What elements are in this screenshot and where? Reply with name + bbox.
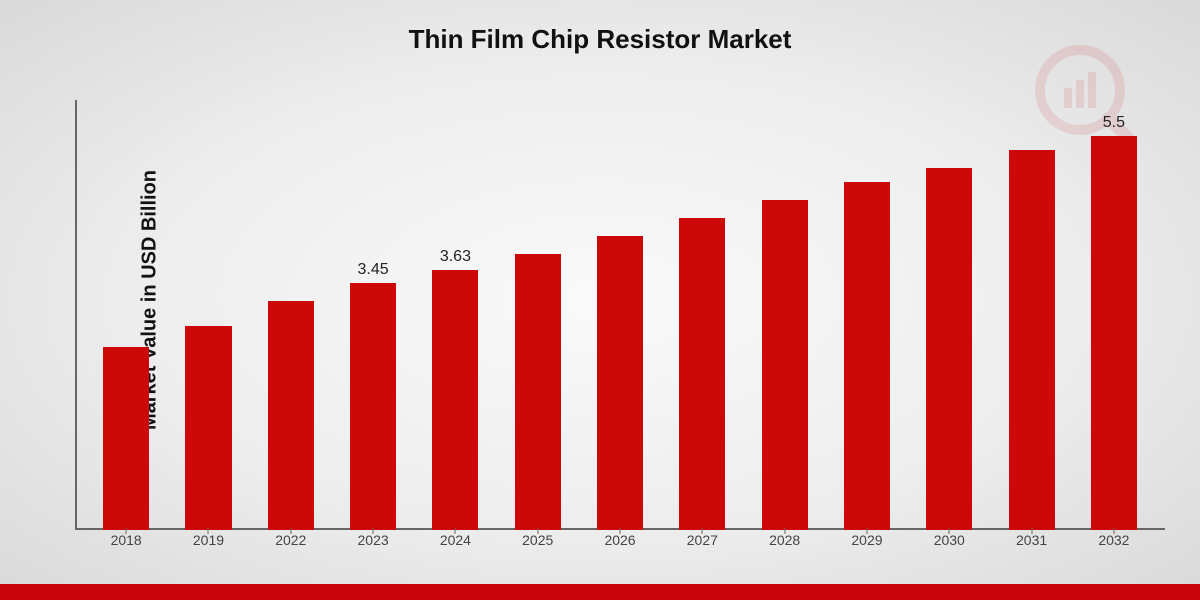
bar bbox=[1009, 150, 1055, 530]
bar-slot bbox=[661, 218, 743, 530]
chart-title: Thin Film Chip Resistor Market bbox=[0, 24, 1200, 55]
x-tick-label: 2026 bbox=[579, 532, 661, 548]
bar-slot bbox=[579, 236, 661, 530]
bar bbox=[762, 200, 808, 530]
bar-value-label: 5.5 bbox=[1103, 114, 1125, 132]
bar: 5.5 bbox=[1091, 136, 1137, 530]
bar: 3.63 bbox=[432, 270, 478, 530]
x-tick-label: 2031 bbox=[990, 532, 1072, 548]
x-tick-label: 2027 bbox=[661, 532, 743, 548]
bar: 3.45 bbox=[350, 283, 396, 530]
x-tick-label: 2030 bbox=[908, 532, 990, 548]
bar-slot bbox=[250, 301, 332, 530]
x-tick-label: 2029 bbox=[826, 532, 908, 548]
plot-area: 3.45 3.63 5.5 bbox=[75, 100, 1165, 530]
bar-value-label: 3.45 bbox=[358, 261, 389, 279]
bar-value-label: 3.63 bbox=[440, 248, 471, 266]
x-tick-label: 2025 bbox=[497, 532, 579, 548]
bar bbox=[103, 347, 149, 530]
footer-accent-bar bbox=[0, 584, 1200, 600]
x-tick-label: 2019 bbox=[167, 532, 249, 548]
bar bbox=[597, 236, 643, 530]
x-ticks: 2018201920222023202420252026202720282029… bbox=[75, 532, 1165, 548]
x-tick-label: 2022 bbox=[250, 532, 332, 548]
bar bbox=[268, 301, 314, 530]
x-tick-label: 2023 bbox=[332, 532, 414, 548]
bar-slot bbox=[167, 326, 249, 530]
bar-slot bbox=[908, 168, 990, 530]
bar bbox=[679, 218, 725, 530]
x-tick-label: 2028 bbox=[744, 532, 826, 548]
bar bbox=[185, 326, 231, 530]
bar-slot bbox=[497, 254, 579, 530]
bar-slot bbox=[990, 150, 1072, 530]
bar bbox=[926, 168, 972, 530]
bar-slot bbox=[744, 200, 826, 530]
bar-slot: 5.5 bbox=[1073, 136, 1155, 530]
bar-slot: 3.63 bbox=[414, 270, 496, 530]
bar-slot bbox=[826, 182, 908, 530]
bar bbox=[515, 254, 561, 530]
x-tick-label: 2032 bbox=[1073, 532, 1155, 548]
bar-slot: 3.45 bbox=[332, 283, 414, 530]
x-tick-label: 2024 bbox=[414, 532, 496, 548]
bars-container: 3.45 3.63 5.5 bbox=[75, 100, 1165, 530]
x-tick-label: 2018 bbox=[85, 532, 167, 548]
bar-slot bbox=[85, 347, 167, 530]
bar bbox=[844, 182, 890, 530]
